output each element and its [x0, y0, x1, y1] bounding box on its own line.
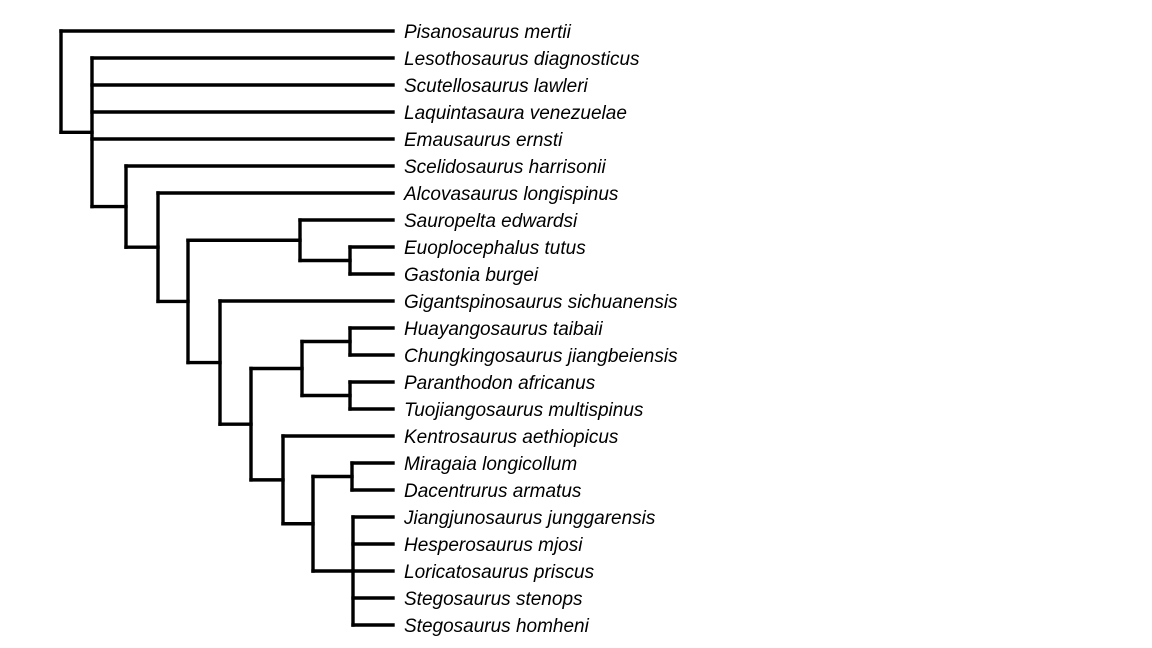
taxon-label: Miragaia longicollum [404, 454, 577, 475]
taxon-label: Gigantspinosaurus sichuanensis [404, 292, 678, 313]
taxon-label: Gastonia burgei [404, 265, 539, 286]
taxon-label: Stegosaurus homheni [404, 616, 590, 637]
taxon-label: Dacentrurus armatus [404, 481, 582, 502]
taxon-label: Alcovasaurus longispinus [403, 184, 619, 205]
taxon-label: Chungkingosaurus jiangbeiensis [404, 346, 678, 367]
taxon-label: Paranthodon africanus [404, 373, 596, 394]
taxon-label: Euoplocephalus tutus [404, 238, 586, 259]
taxon-label: Hesperosaurus mjosi [404, 535, 583, 556]
taxon-label: Emausaurus ernsti [404, 130, 563, 151]
taxon-label: Scelidosaurus harrisonii [404, 157, 606, 178]
taxon-label: Sauropelta edwardsi [404, 211, 578, 232]
taxon-label: Jiangjunosaurus junggarensis [403, 508, 656, 529]
taxon-label: Scutellosaurus lawleri [404, 76, 589, 97]
taxon-label: Stegosaurus stenops [404, 589, 583, 610]
taxon-label: Loricatosaurus priscus [404, 562, 595, 583]
taxon-label: Tuojiangosaurus multispinus [404, 400, 644, 421]
taxon-label: Pisanosaurus mertii [404, 22, 572, 43]
taxon-label: Laquintasaura venezuelae [404, 103, 627, 124]
taxon-label: Lesothosaurus diagnosticus [404, 49, 640, 70]
taxon-label: Kentrosaurus aethiopicus [404, 427, 619, 448]
taxon-label: Huayangosaurus taibaii [404, 319, 603, 340]
